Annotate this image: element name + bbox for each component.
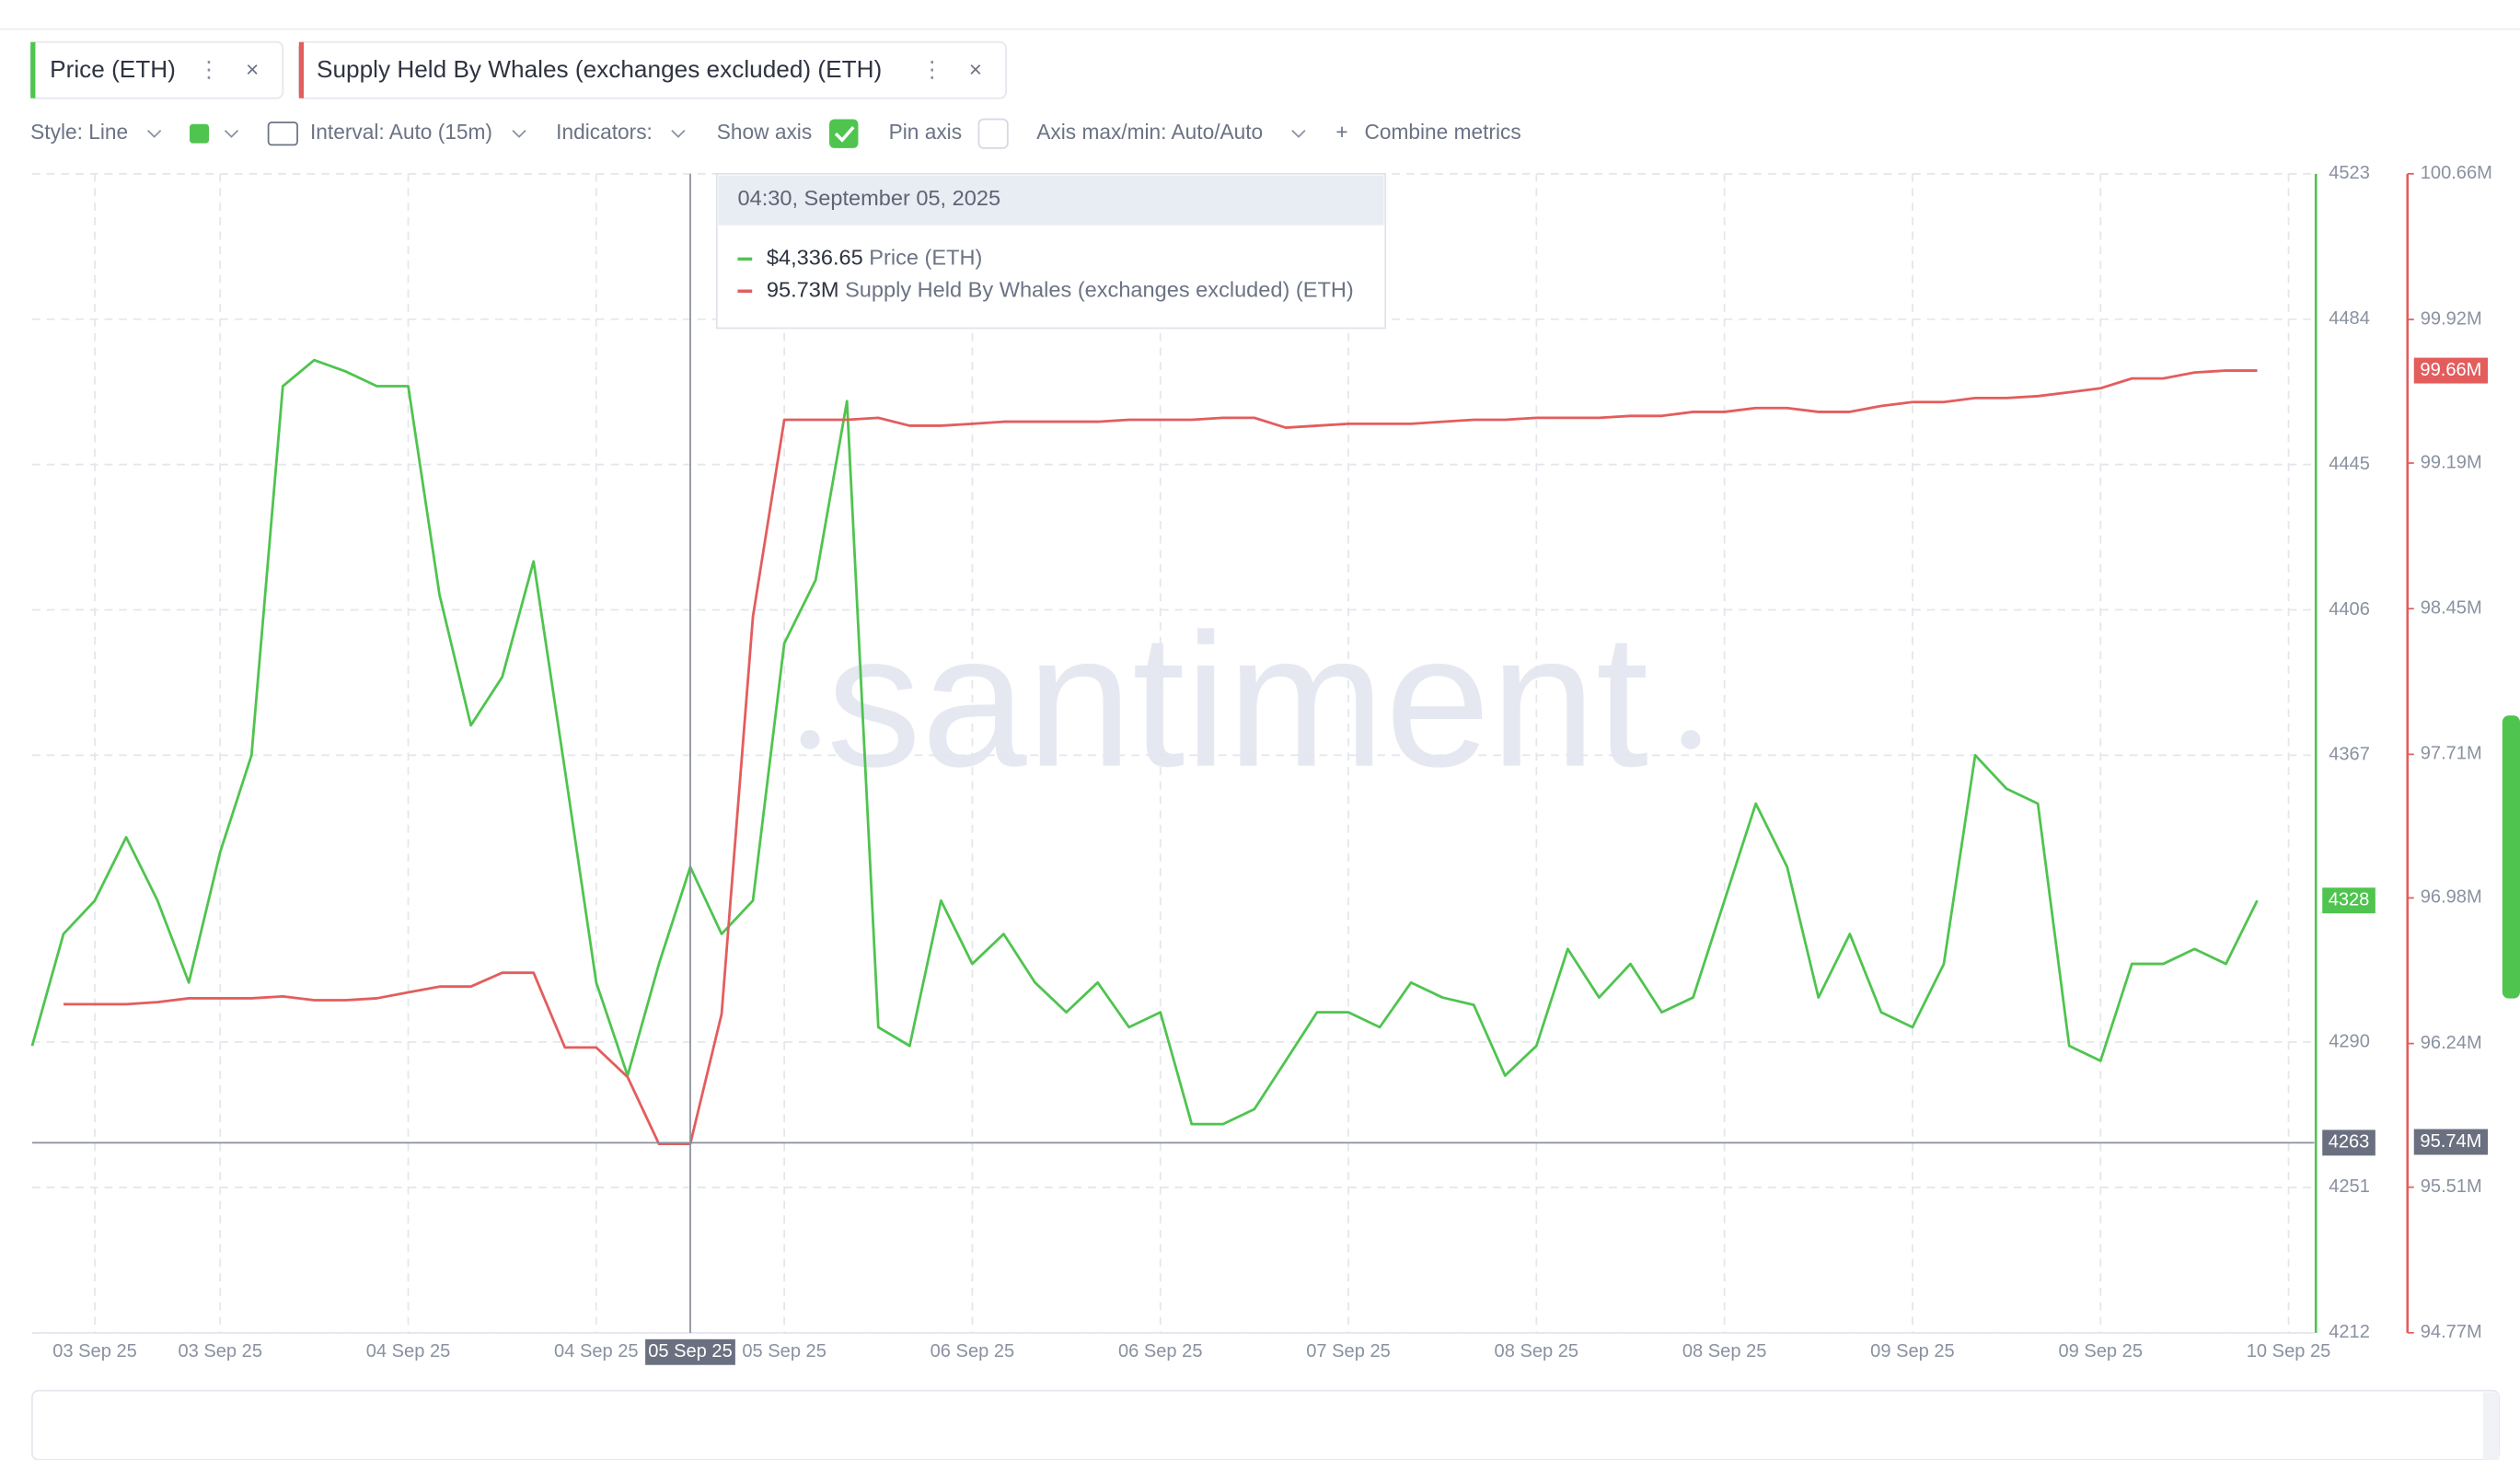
tab-label: Price (ETH): [50, 55, 176, 83]
x-tick-label: 10 Sep 25: [2247, 1341, 2331, 1362]
tooltip: 04:30, September 05, 2025 $4,336.65 Pric…: [715, 172, 1387, 330]
side-panel-tab[interactable]: [2502, 715, 2520, 999]
x-tick-label: 09 Sep 25: [2058, 1341, 2143, 1362]
crosshair-y-label: 4263: [2329, 1132, 2370, 1153]
x-tick-label: 09 Sep 25: [1870, 1341, 1955, 1362]
x-tick-label: 07 Sep 25: [1306, 1341, 1391, 1362]
y-tick-label: 4406: [2329, 599, 2370, 620]
tooltip-row: 95.73M Supply Held By Whales (exchanges …: [767, 278, 1354, 302]
tooltip-series: Price (ETH): [869, 246, 982, 270]
tab-menu[interactable]: ⋮: [198, 58, 220, 83]
y-tick-label: 4523: [2329, 163, 2370, 183]
interval-icon: [267, 122, 298, 146]
y-tick-label: 4445: [2329, 454, 2370, 474]
pin-axis-checkbox[interactable]: [977, 118, 1009, 149]
toolbar: Style: Line Interval: Auto (15m) Indicat…: [30, 118, 1521, 149]
y2-tick-label: 99.19M: [2421, 452, 2482, 472]
series-line: [30, 358, 2259, 1126]
watermark-dot: [800, 730, 820, 749]
chevron: [512, 130, 526, 138]
chevron: [671, 130, 686, 138]
interval-select[interactable]: Interval: Auto (15m): [310, 120, 492, 144]
tab-close[interactable]: ×: [246, 58, 259, 83]
last-value-label: 99.66M: [2420, 360, 2481, 380]
tooltip-value: 95.73M: [767, 278, 839, 302]
tab-close[interactable]: ×: [969, 58, 982, 83]
last-value-label: 4328: [2329, 890, 2370, 910]
tab-color: [30, 41, 36, 98]
navigator[interactable]: [31, 1389, 2501, 1460]
chevron: [1291, 130, 1306, 138]
plus-icon: +: [1335, 120, 1347, 144]
last-value-box: [2413, 357, 2489, 384]
pin-axis-label: Pin axis: [889, 120, 962, 144]
y2-tick-label: 94.77M: [2421, 1322, 2482, 1342]
y2-tick-label: 100.66M: [2421, 163, 2492, 183]
x-tick-label: 08 Sep 25: [1495, 1341, 1579, 1362]
show-axis-checkbox[interactable]: [829, 119, 859, 148]
watermark-dot: [1681, 730, 1701, 749]
crosshair-y2-box: [2413, 1129, 2489, 1155]
y2-tick-label: 99.92M: [2421, 308, 2482, 329]
y-tick-label: 4290: [2329, 1031, 2370, 1051]
tooltip-value: $4,336.65: [767, 246, 863, 270]
color-picker[interactable]: [190, 123, 210, 144]
series-line: [63, 369, 2258, 1146]
x-tick-label: 06 Sep 25: [1118, 1341, 1203, 1362]
y-tick-label: 4484: [2329, 308, 2370, 329]
chevron: [224, 130, 239, 138]
x-tick-label: 03 Sep 25: [178, 1341, 262, 1362]
x-tick-label: 04 Sep 25: [366, 1341, 451, 1362]
tooltip-row: $4,336.65 Price (ETH): [767, 246, 982, 270]
indicators-select[interactable]: Indicators:: [556, 120, 653, 144]
watermark: santiment: [827, 594, 1648, 806]
x-tick-label: 05 Sep 25: [742, 1341, 827, 1362]
tooltip-series: Supply Held By Whales (exchanges exclude…: [845, 278, 1354, 302]
tab-menu[interactable]: ⋮: [921, 58, 943, 83]
chevron: [147, 130, 162, 138]
tab-color: [298, 41, 305, 98]
x-tick-label: 03 Sep 25: [52, 1341, 137, 1362]
checkmark: [834, 126, 855, 143]
tooltip-header: [718, 175, 1384, 226]
x-tick-label: 04 Sep 25: [554, 1341, 639, 1362]
y-tick-label: 4212: [2329, 1322, 2370, 1342]
x-tick-label: 08 Sep 25: [1682, 1341, 1767, 1362]
combine-metrics[interactable]: Combine metrics: [1365, 120, 1521, 144]
y-tick-label: 4367: [2329, 745, 2370, 765]
style-select[interactable]: Style: Line: [30, 120, 128, 144]
tab-label: Supply Held By Whales (exchanges exclude…: [317, 55, 882, 83]
show-axis-label: Show axis: [717, 120, 812, 144]
crosshair-x-label: 05 Sep 25: [648, 1341, 733, 1362]
tooltip-title: 04:30, September 05, 2025: [737, 186, 1000, 210]
x-tick-label: 06 Sep 25: [931, 1341, 1015, 1362]
last-value-box: [2322, 887, 2376, 914]
y2-tick-label: 96.24M: [2421, 1033, 2482, 1053]
crosshair-x-box: [645, 1338, 735, 1365]
axis-minmax-select[interactable]: Axis max/min: Auto/Auto: [1036, 120, 1263, 144]
plot-area: 4212 4251 4290 4367 4406 4445 4484 4523 94.77M 95…: [30, 163, 2492, 1365]
y-tick-label: 4251: [2329, 1176, 2370, 1197]
crosshair-y-box: [2322, 1130, 2376, 1156]
y2-tick-label: 98.45M: [2421, 598, 2482, 619]
navigator-handle[interactable]: [2482, 1392, 2500, 1460]
y2-tick-label: 95.51M: [2421, 1176, 2482, 1197]
y2-tick-label: 97.71M: [2421, 744, 2482, 764]
y2-tick-label: 96.98M: [2421, 887, 2482, 908]
crosshair-y2-label: 95.74M: [2420, 1131, 2481, 1152]
